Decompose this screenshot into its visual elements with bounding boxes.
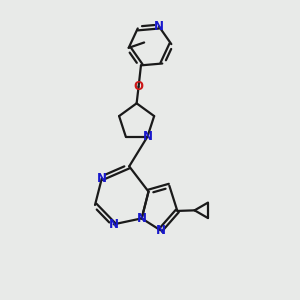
Text: N: N: [109, 218, 119, 231]
Text: N: N: [137, 212, 147, 225]
Text: N: N: [154, 20, 164, 33]
Text: N: N: [142, 130, 152, 143]
Text: N: N: [97, 172, 107, 185]
Text: N: N: [155, 224, 165, 237]
Text: O: O: [134, 80, 144, 93]
